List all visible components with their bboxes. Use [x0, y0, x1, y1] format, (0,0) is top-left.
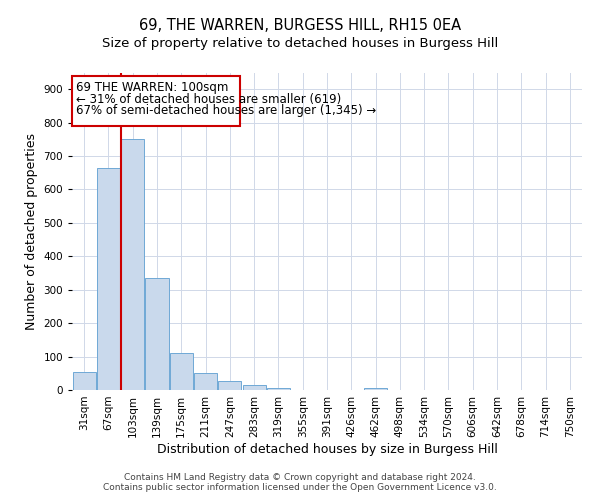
Bar [218, 381, 241, 390]
Bar [242, 385, 266, 390]
Text: Contains public sector information licensed under the Open Government Licence v3: Contains public sector information licen… [103, 484, 497, 492]
Y-axis label: Number of detached properties: Number of detached properties [25, 132, 38, 330]
X-axis label: Distribution of detached houses by size in Burgess Hill: Distribution of detached houses by size … [157, 442, 497, 456]
Bar [364, 388, 387, 390]
Text: 69, THE WARREN, BURGESS HILL, RH15 0EA: 69, THE WARREN, BURGESS HILL, RH15 0EA [139, 18, 461, 32]
Text: ← 31% of detached houses are smaller (619): ← 31% of detached houses are smaller (61… [76, 92, 341, 106]
Text: 69 THE WARREN: 100sqm: 69 THE WARREN: 100sqm [76, 81, 228, 94]
Bar [97, 168, 120, 390]
Bar [170, 353, 193, 390]
Bar [73, 372, 95, 390]
Bar [267, 388, 290, 390]
Text: Size of property relative to detached houses in Burgess Hill: Size of property relative to detached ho… [102, 38, 498, 51]
Text: 67% of semi-detached houses are larger (1,345) →: 67% of semi-detached houses are larger (… [76, 104, 376, 117]
Bar [194, 372, 217, 390]
Bar [145, 278, 169, 390]
Bar [72, 76, 239, 126]
Bar [121, 140, 144, 390]
Text: Contains HM Land Registry data © Crown copyright and database right 2024.: Contains HM Land Registry data © Crown c… [124, 474, 476, 482]
